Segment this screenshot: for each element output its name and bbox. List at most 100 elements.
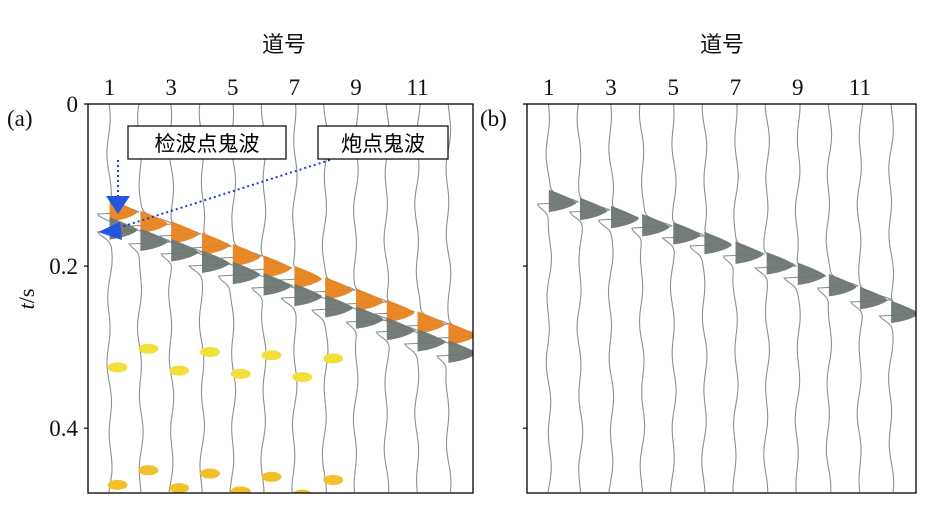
- panel-a-event-0-trace-3: [171, 221, 199, 244]
- panel-a-y-tick-0.2: 0.2: [49, 254, 78, 279]
- panel-b-event-0-trace-1: [548, 189, 577, 213]
- panel-a-x-tick-7: 7: [289, 75, 301, 100]
- panel-a-annotations: 检波点鬼波 炮点鬼波: [98, 125, 449, 240]
- panel-a-event-0-trace-7: [294, 265, 322, 289]
- panel-b-trace-2: [568, 104, 611, 493]
- panel-b-label: (b): [480, 106, 507, 131]
- panel-a-late-event-0-trace-6: [261, 350, 282, 361]
- panel-a-late-event-3-trace-3: [169, 483, 190, 493]
- panel-a-trace-5: [217, 104, 263, 493]
- panel-a-x-tick-11: 11: [406, 75, 428, 100]
- panel-b-x-tick-5: 5: [668, 75, 680, 100]
- annotation-text-1: 炮点鬼波: [341, 132, 425, 156]
- panel-b-event-0-trace-7: [735, 241, 763, 264]
- panel-a-late-event-2-trace-2: [138, 465, 159, 476]
- panel-a-tick-marks: [84, 103, 88, 429]
- panel-a-x-tick-5: 5: [227, 75, 239, 100]
- panel-b-x-tick-1: 1: [543, 75, 555, 100]
- panel-a-trace-2: [128, 104, 175, 493]
- panel-a-y-tick-labels: 0 0.2 0.4: [49, 92, 78, 441]
- panel-a-trace-7: [278, 104, 322, 492]
- panel-b: (b) 道号 1 3 5 7 9 11: [480, 33, 917, 494]
- panel-b-event-0-trace-5: [673, 222, 701, 245]
- panel-a-event-1-trace-3: [171, 239, 199, 262]
- panel-a-late-event-0-trace-8: [323, 353, 344, 364]
- panel-a: (a) 道号 t/s 1 3 5 7 9 11 0 0.2 0.4 检波点鬼波 炮点鬼波: [7, 33, 474, 494]
- panel-a-event-1-trace-4: [201, 250, 230, 273]
- annotation-leader-1: [117, 159, 331, 229]
- panel-b-event-0-trace-6: [704, 231, 732, 255]
- panel-a-late-event-2-trace-6: [261, 471, 282, 482]
- panel-b-trace-3: [597, 104, 640, 493]
- panel-b-event-0-trace-9: [797, 262, 826, 286]
- annotation-box-0: [127, 125, 287, 160]
- panel-b-event-0-trace-2: [579, 197, 608, 221]
- panel-b-x-tick-11: 11: [849, 75, 871, 100]
- panel-a-event-0-trace-2: [140, 210, 168, 234]
- panel-a-event-0-trace-4: [201, 232, 230, 256]
- panel-a-y-tick-0: 0: [67, 92, 79, 117]
- annotation-text-0: 检波点鬼波: [155, 132, 260, 156]
- panel-b-frame: [526, 103, 917, 494]
- panel-a-late-event-0-trace-2: [138, 343, 159, 354]
- arrowhead-down-icon: [106, 196, 130, 214]
- panel-a-event-1-trace-11: [417, 329, 445, 352]
- panel-a-late-event-3-trace-1: [107, 479, 128, 490]
- panel-a-event-0-trace-6: [263, 255, 291, 278]
- panel-b-event-0-trace-10: [828, 273, 857, 297]
- panel-a-late-event-1-trace-7: [292, 372, 313, 383]
- panel-a-event-1-trace-12: [448, 340, 473, 363]
- panel-b-trace-1: [537, 104, 579, 493]
- panel-b-trace-9: [782, 104, 828, 493]
- panel-a-event-1-trace-10: [386, 317, 415, 341]
- panel-a-late-event-2-trace-8: [323, 475, 344, 486]
- panel-a-event-0-trace-11: [417, 311, 445, 334]
- panel-a-trace-10: [373, 104, 417, 492]
- panel-a-event-1-trace-5: [232, 261, 261, 285]
- panel-a-frame: [87, 103, 474, 494]
- panel-a-trace-11: [403, 104, 451, 493]
- panel-a-event-0-trace-12: [448, 322, 473, 345]
- panel-b-event-0-trace-8: [766, 252, 794, 275]
- panel-b-x-tick-9: 9: [792, 75, 804, 100]
- y-axis-title: t/s: [14, 289, 39, 310]
- panel-a-event-0-trace-8: [325, 277, 353, 300]
- panel-a-late-event-1-trace-3: [169, 365, 190, 376]
- panel-b-x-tick-labels: 1 3 5 7 9 11: [543, 75, 871, 100]
- panel-b-trace-6: [689, 104, 731, 493]
- panel-b-event-0-trace-4: [642, 213, 670, 237]
- annotation-box-1: [317, 125, 449, 160]
- panel-a-late-event-1-trace-1: [107, 362, 128, 373]
- panel-a-late-event-2-trace-4: [199, 468, 220, 479]
- panel-b-trace-12: [878, 104, 916, 493]
- panel-a-event-1-trace-9: [355, 306, 384, 329]
- panel-b-trace-7: [722, 104, 765, 493]
- panel-a-event-0-trace-10: [386, 299, 415, 323]
- panel-b-event-0-trace-12: [891, 300, 916, 324]
- panel-a-late-event-3-trace-7: [292, 489, 312, 493]
- panel-b-trace-5: [661, 104, 706, 493]
- arrowhead-left-icon: [98, 222, 122, 240]
- panel-a-event-1-trace-6: [263, 273, 291, 296]
- panel-a-late-event-3-trace-5: [230, 486, 251, 493]
- panel-a-event-1-trace-2: [140, 228, 168, 251]
- panel-b-x-axis-title: 道号: [700, 33, 744, 58]
- panel-a-event-1-trace-8: [325, 295, 353, 318]
- panel-b-event-0-trace-3: [611, 205, 639, 229]
- panel-a-event-1-trace-7: [294, 283, 322, 307]
- panel-a-late-event-0-trace-4: [199, 346, 220, 357]
- panel-b-x-tick-3: 3: [605, 75, 617, 100]
- panel-a-x-tick-labels: 1 3 5 7 9 11: [104, 75, 429, 100]
- panel-a-trace-8: [311, 104, 358, 492]
- panel-b-plot-area: [537, 104, 916, 493]
- panel-a-x-axis-title: 道号: [262, 33, 306, 58]
- panel-b-trace-4: [631, 104, 673, 493]
- panel-a-trace-3: [158, 104, 203, 493]
- panel-a-label: (a): [7, 106, 33, 131]
- panel-a-trace-12: [435, 104, 473, 493]
- panel-a-event-0-trace-5: [232, 243, 261, 267]
- panel-a-trace-1: [96, 104, 140, 493]
- panel-a-event-0-trace-9: [355, 288, 384, 311]
- panel-a-late-event-1-trace-5: [230, 368, 251, 379]
